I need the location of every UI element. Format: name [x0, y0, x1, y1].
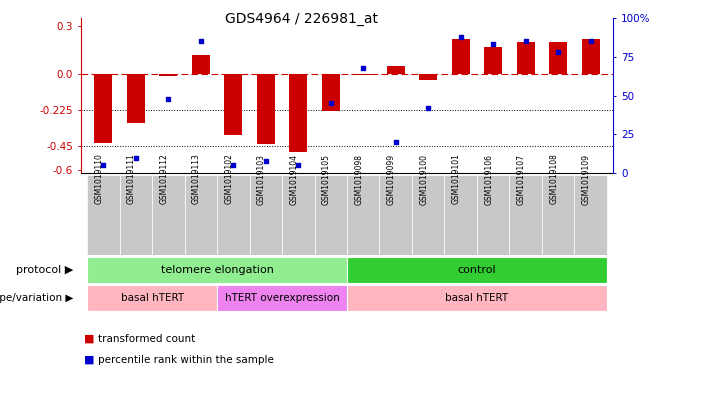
Bar — [477, 175, 510, 255]
Point — [260, 158, 271, 164]
Bar — [250, 175, 282, 255]
Text: GSM1019106: GSM1019106 — [484, 154, 494, 204]
Text: GSM1019099: GSM1019099 — [387, 153, 396, 205]
Text: ■: ■ — [84, 355, 95, 365]
Text: GSM1019104: GSM1019104 — [290, 154, 298, 204]
Point — [585, 38, 597, 44]
Bar — [87, 285, 217, 311]
Text: GSM1019110: GSM1019110 — [95, 154, 103, 204]
Text: GSM1019107: GSM1019107 — [517, 154, 526, 204]
Bar — [152, 175, 184, 255]
Bar — [217, 175, 250, 255]
Point — [455, 33, 466, 40]
Bar — [379, 175, 412, 255]
Bar — [387, 66, 404, 74]
Bar — [127, 74, 145, 123]
Bar — [87, 175, 120, 255]
Bar — [419, 74, 437, 80]
Text: control: control — [458, 265, 496, 275]
Bar — [282, 175, 315, 255]
Bar — [549, 42, 567, 74]
Bar — [484, 47, 502, 74]
Text: GSM1019102: GSM1019102 — [224, 154, 233, 204]
Text: ■: ■ — [84, 334, 95, 343]
Point — [130, 154, 142, 161]
Bar — [574, 175, 607, 255]
Point — [228, 162, 239, 168]
Point — [163, 95, 174, 102]
Bar — [347, 175, 379, 255]
Text: GSM1019109: GSM1019109 — [582, 154, 591, 204]
Text: hTERT overexpression: hTERT overexpression — [224, 293, 339, 303]
Text: transformed count: transformed count — [98, 334, 196, 343]
Point — [292, 162, 304, 168]
Text: GSM1019100: GSM1019100 — [419, 154, 428, 204]
Bar — [412, 175, 444, 255]
Bar — [354, 74, 372, 75]
Point — [423, 105, 434, 111]
Bar — [159, 74, 177, 75]
Bar — [120, 175, 152, 255]
Point — [195, 38, 206, 44]
Point — [358, 64, 369, 71]
Point — [552, 49, 564, 55]
Bar — [257, 74, 275, 144]
Point — [325, 100, 336, 107]
Text: GSM1019105: GSM1019105 — [322, 154, 331, 204]
Bar — [192, 55, 210, 74]
Bar — [444, 175, 477, 255]
Text: GSM1019108: GSM1019108 — [549, 154, 558, 204]
Text: genotype/variation ▶: genotype/variation ▶ — [0, 293, 74, 303]
Bar — [184, 175, 217, 255]
Bar — [315, 175, 347, 255]
Text: basal hTERT: basal hTERT — [121, 293, 184, 303]
Text: GSM1019111: GSM1019111 — [127, 154, 136, 204]
Bar — [322, 74, 340, 111]
Point — [390, 139, 402, 145]
Text: GDS4964 / 226981_at: GDS4964 / 226981_at — [225, 12, 378, 26]
Text: percentile rank within the sample: percentile rank within the sample — [98, 355, 274, 365]
Text: GSM1019112: GSM1019112 — [159, 154, 168, 204]
Text: GSM1019101: GSM1019101 — [451, 154, 461, 204]
Text: protocol ▶: protocol ▶ — [16, 265, 74, 275]
Bar — [347, 257, 607, 283]
Bar — [347, 285, 607, 311]
Text: telomere elongation: telomere elongation — [161, 265, 273, 275]
Point — [97, 162, 109, 168]
Point — [520, 38, 531, 44]
Bar — [451, 39, 470, 74]
Bar — [290, 74, 307, 152]
Bar — [224, 74, 243, 135]
Text: basal hTERT: basal hTERT — [445, 293, 508, 303]
Bar — [542, 175, 574, 255]
Text: GSM1019113: GSM1019113 — [192, 154, 200, 204]
Bar — [87, 257, 347, 283]
Bar — [217, 285, 347, 311]
Bar — [95, 74, 112, 143]
Bar — [510, 175, 542, 255]
Text: GSM1019098: GSM1019098 — [354, 154, 363, 204]
Point — [488, 41, 499, 48]
Text: GSM1019103: GSM1019103 — [257, 154, 266, 204]
Bar — [582, 39, 599, 74]
Bar — [517, 42, 535, 74]
